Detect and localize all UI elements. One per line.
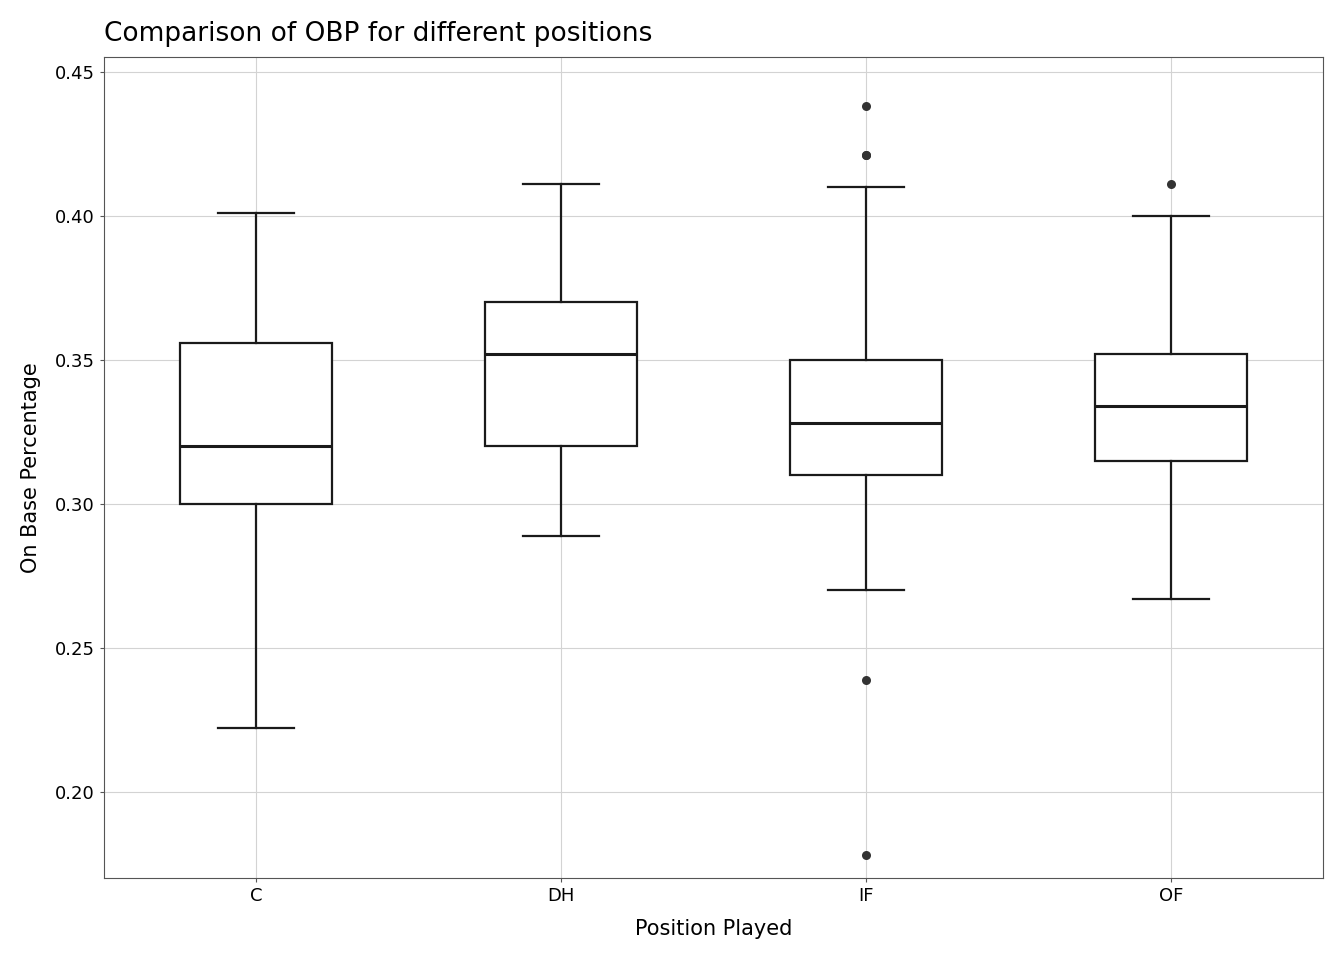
PathPatch shape — [180, 343, 332, 504]
PathPatch shape — [485, 302, 637, 446]
PathPatch shape — [1094, 354, 1247, 461]
X-axis label: Position Played: Position Played — [634, 919, 792, 939]
Text: Comparison of OBP for different positions: Comparison of OBP for different position… — [103, 21, 652, 47]
Y-axis label: On Base Percentage: On Base Percentage — [22, 363, 40, 573]
PathPatch shape — [790, 360, 942, 475]
